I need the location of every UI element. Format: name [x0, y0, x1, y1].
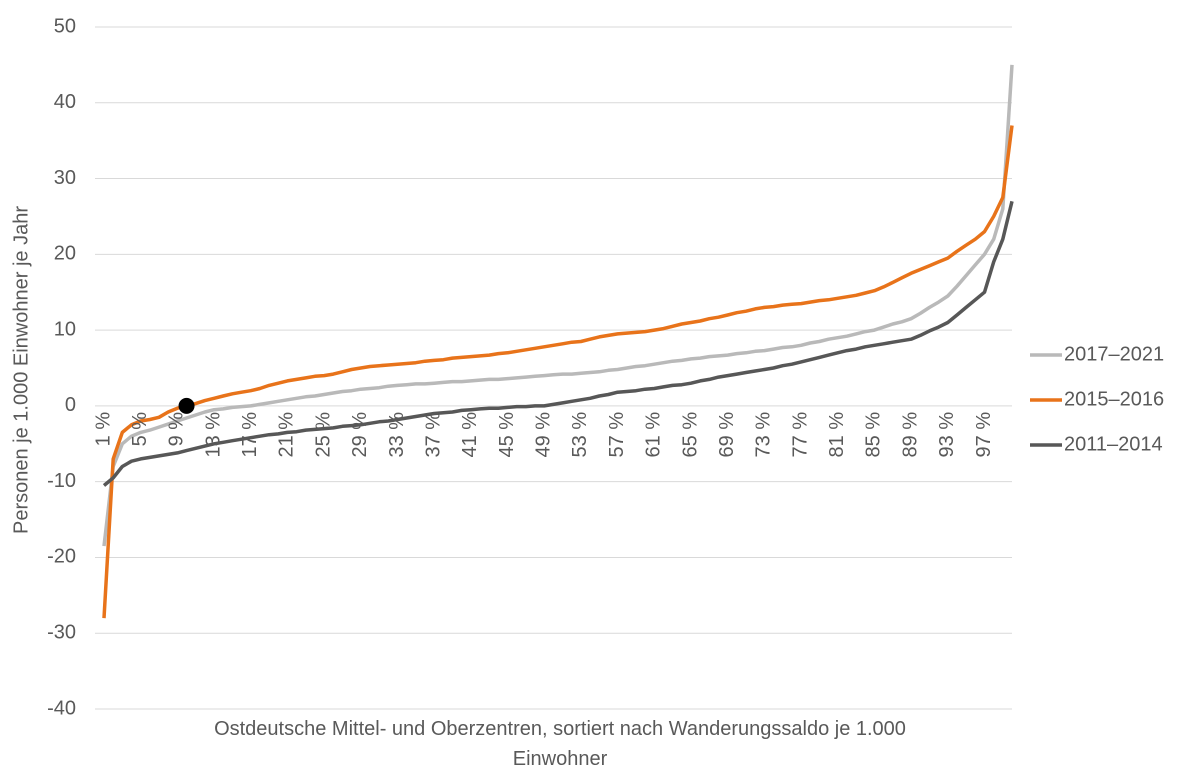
x-tick-label: 17 %: [239, 412, 261, 458]
x-tick-label: 69 %: [716, 412, 738, 458]
x-tick-label: 37 %: [422, 412, 444, 458]
y-tick-label: 40: [54, 91, 76, 113]
series-line: [102, 64, 1014, 547]
x-tick-label: 85 %: [863, 412, 885, 458]
y-tick-label: 30: [54, 167, 76, 189]
x-tick-label: 81 %: [826, 412, 848, 458]
x-tick-label: 49 %: [533, 412, 555, 458]
y-tick-label: -30: [47, 622, 76, 644]
x-tick-label: 21 %: [276, 412, 298, 458]
x-tick-label: 45 %: [496, 412, 518, 458]
x-tick-label: 9 %: [166, 412, 188, 447]
series-line: [102, 125, 1014, 619]
y-tick-label: -10: [47, 470, 76, 492]
y-tick-label: 50: [54, 15, 76, 37]
legend-label: 2015–2016: [1064, 388, 1164, 410]
legend-label: 2017–2021: [1064, 343, 1164, 365]
x-tick-label: 77 %: [789, 412, 811, 458]
y-tick-label: -40: [47, 697, 76, 719]
x-tick-label: 29 %: [349, 412, 371, 458]
series-line: [102, 200, 1014, 487]
x-tick-label: 53 %: [569, 412, 591, 458]
x-tick-label: 41 %: [459, 412, 481, 458]
x-tick-label: 33 %: [386, 412, 408, 458]
y-tick-label: 20: [54, 243, 76, 265]
x-axis-title: Ostdeutsche Mittel- und Oberzentren, sor…: [214, 718, 906, 770]
x-tick-label: 65 %: [679, 412, 701, 458]
highlight-marker: [178, 397, 195, 414]
x-tick-label: 61 %: [643, 412, 665, 458]
y-tick-label: 0: [65, 394, 76, 416]
y-axis-title: Personen je 1.000 Einwohner je Jahr: [10, 206, 32, 534]
x-tick-label: 5 %: [129, 412, 151, 447]
x-tick-label: 1 %: [92, 412, 114, 447]
x-tick-label: 13 %: [202, 412, 224, 458]
x-tick-label: 89 %: [899, 412, 921, 458]
x-tick-label: 25 %: [312, 412, 334, 458]
x-tick-label: 93 %: [936, 412, 958, 458]
x-tick-label: 73 %: [753, 412, 775, 458]
x-tick-label: 97 %: [973, 412, 995, 458]
x-tick-label: 57 %: [606, 412, 628, 458]
y-tick-label: -20: [47, 546, 76, 568]
legend-label: 2011–2014: [1064, 433, 1163, 455]
y-tick-label: 10: [54, 318, 76, 340]
